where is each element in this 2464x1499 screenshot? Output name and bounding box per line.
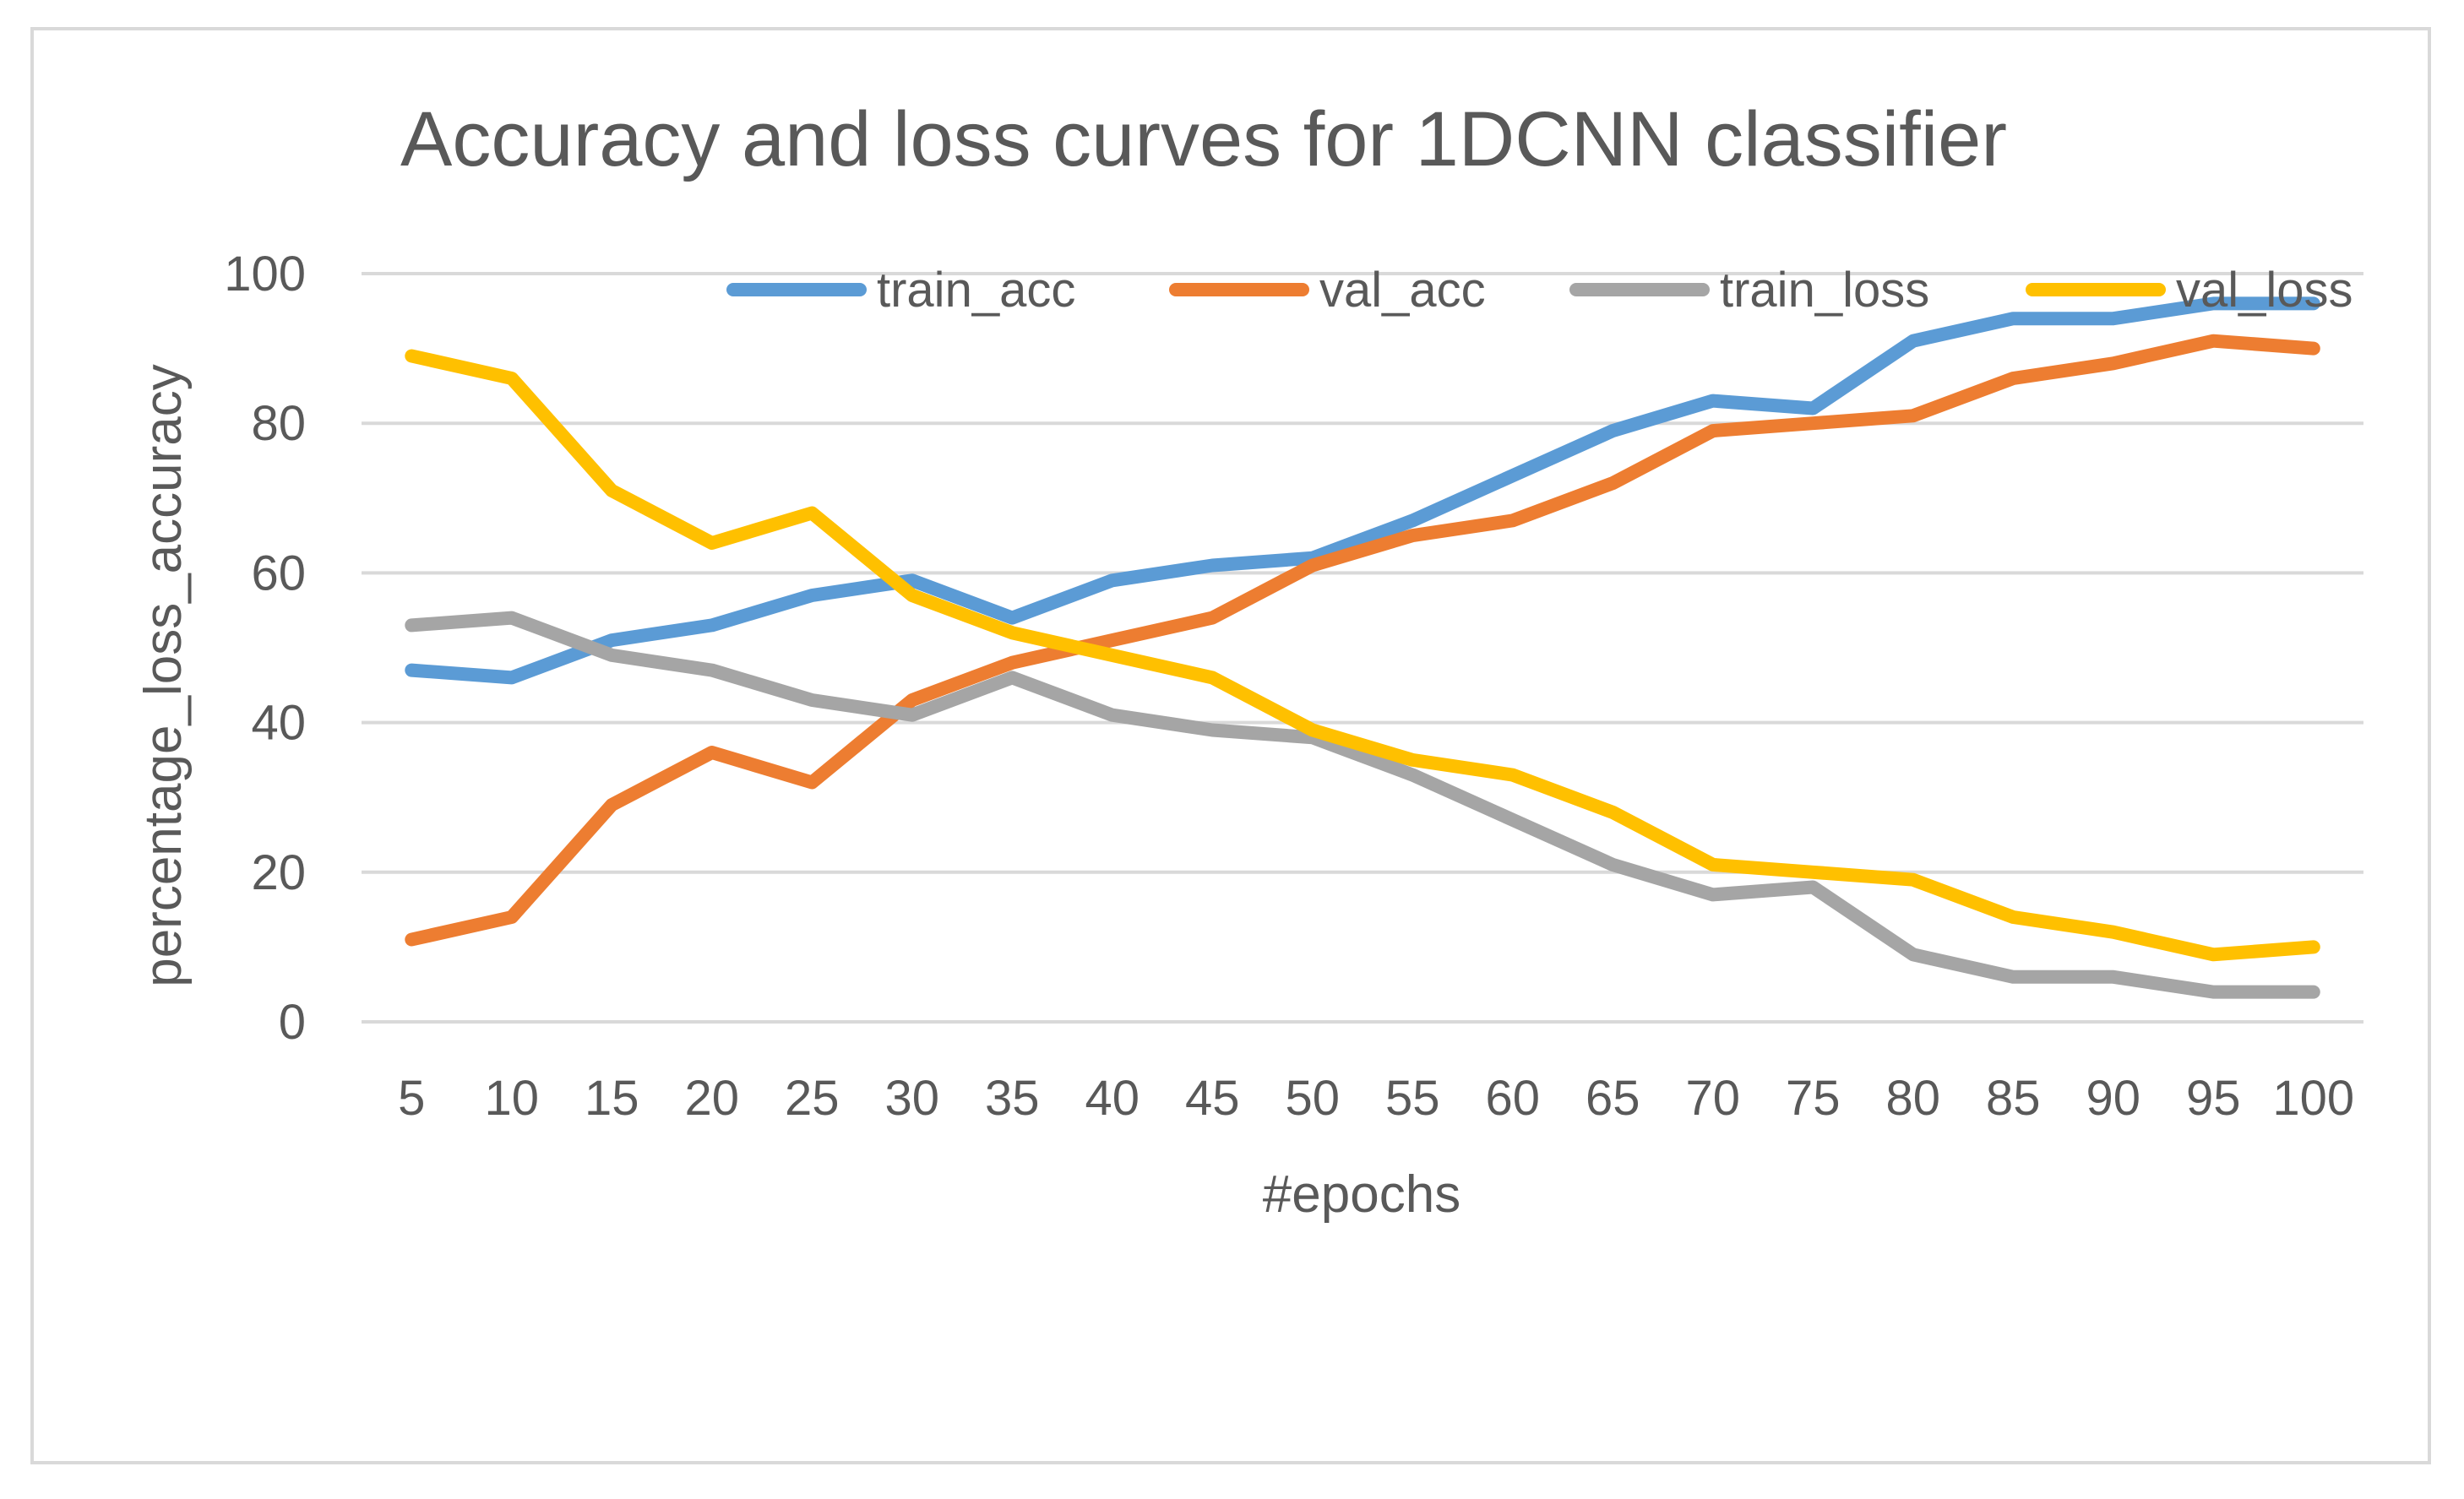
y-tick-label: 0 bbox=[279, 995, 306, 1050]
chart-frame bbox=[30, 27, 2431, 1464]
x-tick-label: 65 bbox=[1586, 1071, 1640, 1126]
legend-label: val_acc bbox=[1319, 263, 1486, 318]
x-tick-label: 25 bbox=[785, 1071, 840, 1126]
y-tick-label: 20 bbox=[251, 845, 306, 900]
x-tick-label: 50 bbox=[1285, 1071, 1340, 1126]
legend-label: train_acc bbox=[877, 263, 1075, 318]
x-tick-label: 30 bbox=[884, 1071, 939, 1126]
y-axis-title: percentage_loss_accuracy bbox=[134, 364, 193, 987]
x-tick-label: 5 bbox=[398, 1071, 425, 1126]
legend-label: train_loss bbox=[1720, 263, 1929, 318]
y-tick-label: 40 bbox=[251, 696, 306, 751]
x-tick-label: 40 bbox=[1085, 1071, 1140, 1126]
x-tick-label: 75 bbox=[1786, 1071, 1841, 1126]
series-line-train-loss bbox=[405, 611, 2320, 999]
x-axis-ticks: 5 10 15 20 25 30 35 40 45 50 55 60 65 70 75 80 85 90 95 100 bbox=[398, 1071, 2354, 1126]
x-tick-label: 95 bbox=[2186, 1071, 2241, 1126]
x-tick-label: 80 bbox=[1885, 1071, 1940, 1126]
x-tick-label: 90 bbox=[2086, 1071, 2140, 1126]
series-line-val-acc bbox=[405, 334, 2320, 947]
legend-label: val_loss bbox=[2176, 263, 2353, 318]
x-tick-label: 20 bbox=[684, 1071, 739, 1126]
y-axis-ticks: 0 20 40 60 80 100 bbox=[224, 247, 306, 1050]
y-tick-label: 100 bbox=[224, 247, 306, 301]
x-tick-label: 45 bbox=[1185, 1071, 1240, 1126]
y-tick-label: 60 bbox=[251, 546, 306, 600]
chart-title: Accuracy and loss curves for 1DCNN class… bbox=[400, 96, 2007, 182]
y-tick-label: 80 bbox=[251, 396, 306, 451]
x-tick-label: 15 bbox=[585, 1071, 639, 1126]
gridlines bbox=[362, 272, 2363, 1024]
x-tick-label: 10 bbox=[484, 1071, 539, 1126]
x-tick-label: 70 bbox=[1685, 1071, 1740, 1126]
x-tick-label: 35 bbox=[985, 1071, 1040, 1126]
series-line-train-acc bbox=[405, 296, 2320, 685]
x-tick-label: 60 bbox=[1485, 1071, 1540, 1126]
x-tick-label: 55 bbox=[1385, 1071, 1440, 1126]
x-tick-label: 100 bbox=[2272, 1071, 2354, 1126]
legend: train_acc val_acc train_loss val_loss bbox=[726, 263, 2353, 318]
x-axis-title: #epochs bbox=[1263, 1165, 1460, 1224]
series-lines bbox=[405, 296, 2320, 999]
series-line-val-loss bbox=[405, 349, 2320, 962]
x-tick-label: 85 bbox=[1986, 1071, 2041, 1126]
